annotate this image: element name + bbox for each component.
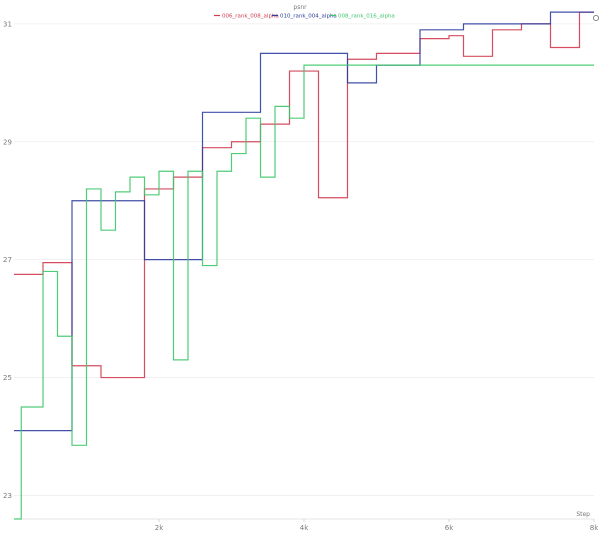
series-line-010_rank_004_alpha: [14, 11, 594, 432]
legend-label: 006_rank_008_alpha: [222, 14, 279, 20]
x-tick-label: 6k: [445, 524, 454, 532]
refresh-icon[interactable]: [592, 14, 600, 22]
axes: 23 25 27 29 31 2k 4k 6k 8k: [3, 20, 599, 532]
y-tick-label: 31: [3, 20, 12, 28]
x-tick-label: 2k: [155, 524, 164, 532]
x-tick-label: 8k: [590, 524, 599, 532]
y-tick-label: 27: [3, 256, 12, 264]
y-tick-label: 23: [3, 492, 12, 500]
series-group: [14, 11, 594, 520]
y-tick-label: 29: [3, 138, 12, 146]
series-line-006_rank_008_alpha: [14, 11, 594, 379]
chart-title: psnr: [293, 4, 307, 11]
legend-label: 010_rank_004_alpha: [280, 14, 337, 20]
y-tick-label: 25: [3, 374, 12, 382]
legend-label: 008_rank_016_alpha: [338, 14, 395, 20]
legend: 006_rank_008_alpha 010_rank_004_alpha 008_…: [214, 14, 395, 20]
x-axis-label: Step: [576, 511, 590, 518]
series-line-008_rank_016_alpha: [14, 64, 594, 520]
x-tick-label: 4k: [300, 524, 309, 532]
